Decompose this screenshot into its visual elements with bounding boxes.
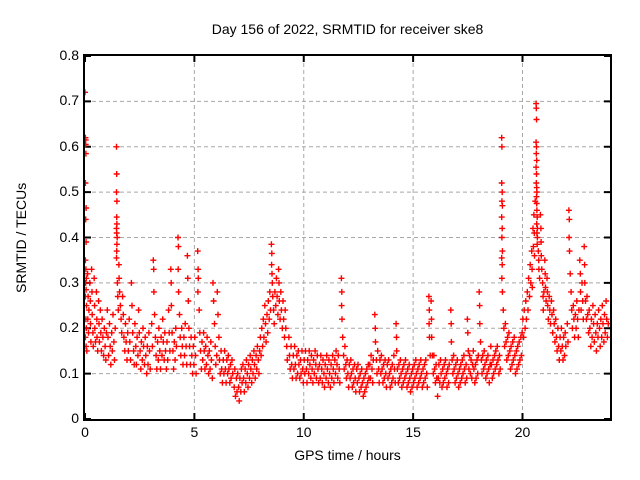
x-axis-label: GPS time / hours (294, 447, 401, 463)
y-tick-label-0.3: 0.3 (59, 273, 79, 290)
x-tick-label-10: 10 (295, 424, 312, 440)
scatter-points-SRMTID (85, 89, 610, 404)
x-tick-label-0: 0 (81, 424, 89, 440)
y-tick-label-0.4: 0.4 (59, 228, 79, 245)
y-tick-label-0.5: 0.5 (59, 183, 79, 200)
y-tick-label-0.6: 0.6 (59, 137, 79, 154)
chart-title: Day 156 of 2022, SRMTID for receiver ske… (211, 21, 484, 37)
y-tick-label-0: 0 (71, 410, 79, 426)
x-tick-label-20: 20 (514, 424, 531, 440)
x-tick-label-15: 15 (405, 424, 421, 440)
y-tick-label-0.8: 0.8 (59, 47, 79, 63)
scatter-plot-area (85, 56, 610, 419)
y-tick-label-0.7: 0.7 (59, 92, 79, 109)
x-tick-label-5: 5 (190, 424, 199, 440)
y-tick-label-0.1: 0.1 (59, 364, 79, 381)
y-tick-label-0.2: 0.2 (59, 319, 79, 336)
